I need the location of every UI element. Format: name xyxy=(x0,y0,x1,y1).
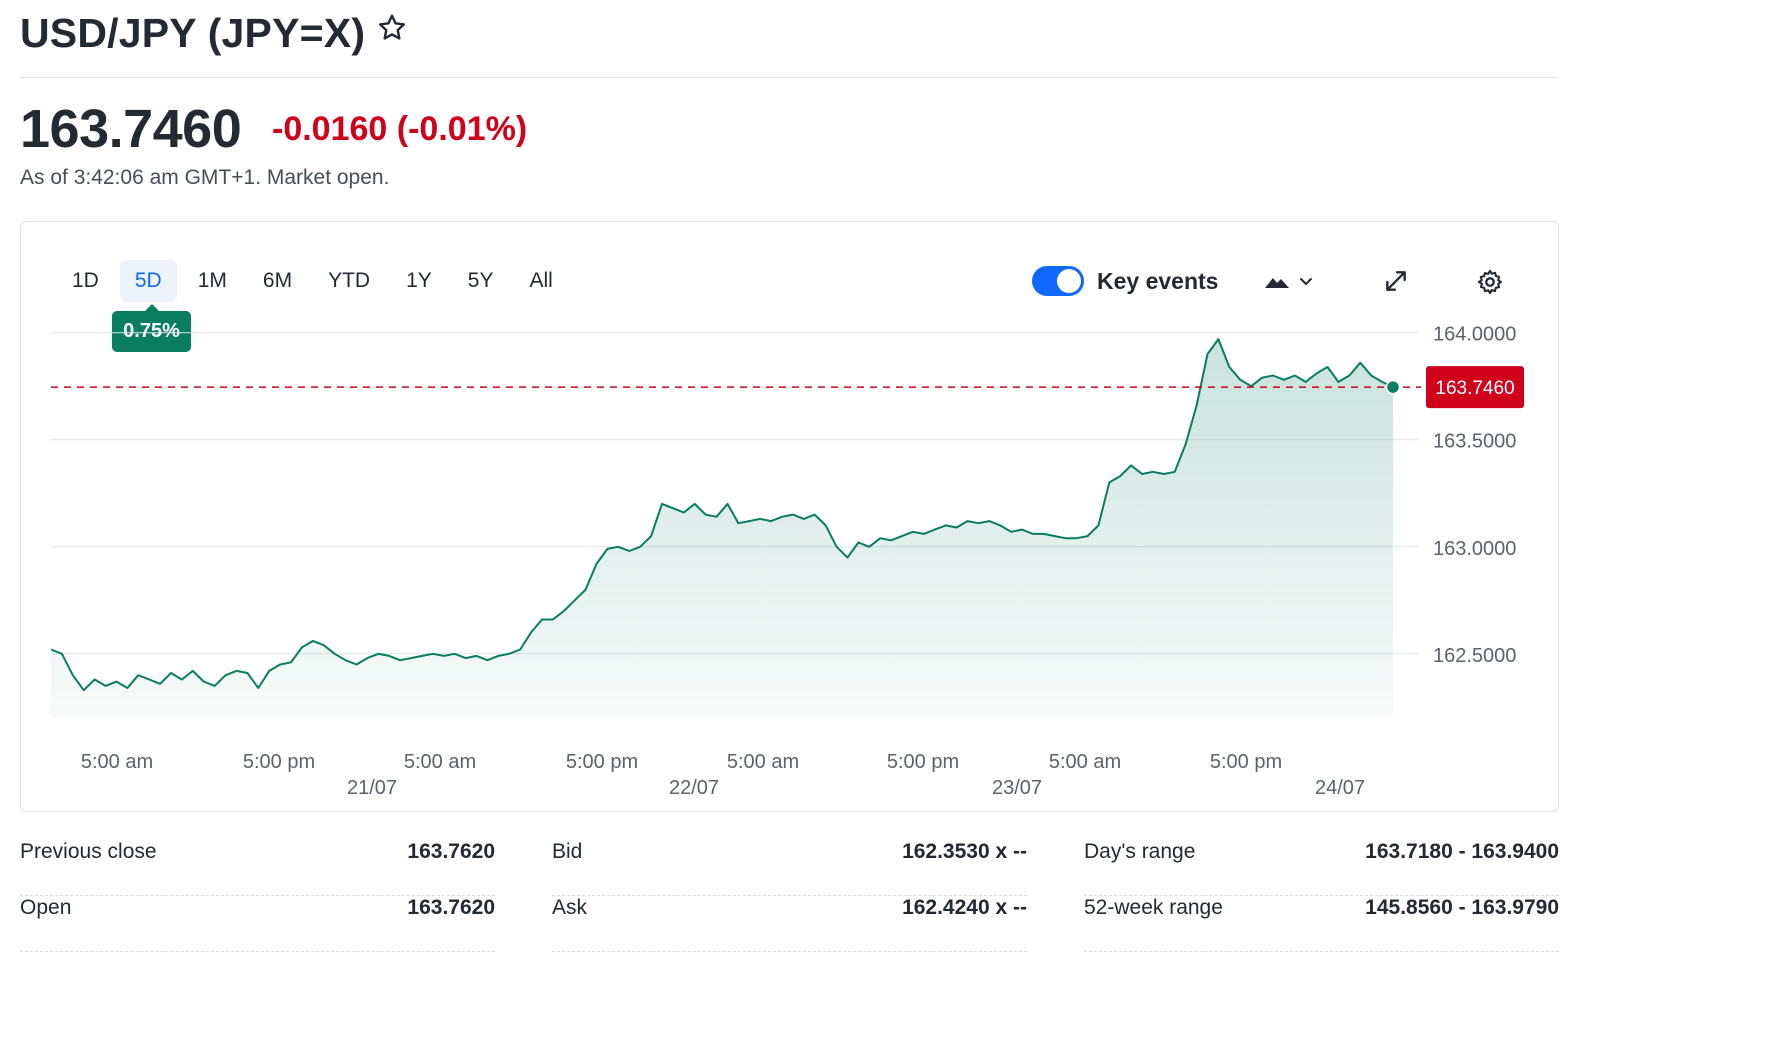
gear-icon[interactable] xyxy=(1476,268,1504,296)
y-tick-label: 164.0000 xyxy=(1433,324,1516,346)
star-icon[interactable] xyxy=(376,12,408,44)
stat-label: Open xyxy=(20,896,72,919)
stat-value: 163.7620 xyxy=(407,896,495,919)
stat-value: 162.3530 x -- xyxy=(902,840,1027,863)
stat-label: 52-week range xyxy=(1084,896,1223,919)
area-fill xyxy=(51,339,1393,718)
stats-column-2: Bid 162.3530 x -- Ask 162.4240 x -- xyxy=(552,840,1027,952)
current-price: 163.7460 xyxy=(20,99,242,159)
change-value: -0.0160 xyxy=(272,110,388,148)
stat-label: Day's range xyxy=(1084,840,1196,863)
performance-badge: 0.75% xyxy=(112,304,191,352)
stat-value: 162.4240 x -- xyxy=(902,896,1027,919)
stat-label: Ask xyxy=(552,896,588,919)
chevron-down-icon xyxy=(1300,278,1312,285)
x-tick-label: 5:00 am xyxy=(727,751,799,773)
as-of-text: As of 3:42:06 am GMT+1. Market open. xyxy=(20,166,390,189)
stat-label: Previous close xyxy=(20,840,157,863)
range-1m[interactable]: 1M xyxy=(197,269,227,292)
x-tick-label: 5:00 pm xyxy=(887,751,959,773)
last-price-dot xyxy=(1385,379,1401,395)
chart-type-button[interactable] xyxy=(1261,268,1317,296)
x-date-label: 23/07 xyxy=(992,777,1042,799)
stat-days-range: Day's range 163.7180 - 163.9400 xyxy=(1084,840,1559,896)
stat-value: 163.7180 - 163.9400 xyxy=(1365,840,1559,863)
key-events-toggle[interactable] xyxy=(1032,266,1084,296)
range-1y[interactable]: 1Y xyxy=(406,269,432,292)
x-tick-label: 5:00 am xyxy=(404,751,476,773)
x-date-label: 21/07 xyxy=(347,777,397,799)
stat-label: Bid xyxy=(552,840,583,863)
range-ytd[interactable]: YTD xyxy=(328,269,371,292)
price-change: -0.0160 (-0.01%) xyxy=(272,110,527,149)
range-all[interactable]: All xyxy=(529,269,553,292)
stat-open: Open 163.7620 xyxy=(20,896,495,952)
price-chart[interactable]: 164.0000 163.5000 163.0000 162.5000 163.7460… xyxy=(21,222,1560,813)
quote-header: USD/JPY (JPY=X) xyxy=(20,8,1558,78)
chart-card: 1D 5D 1M 6M YTD 1Y 5Y All 0.75% Key even… xyxy=(20,221,1559,812)
x-date-label: 24/07 xyxy=(1315,777,1365,799)
price-line xyxy=(50,338,1394,692)
stat-52-week-range: 52-week range 145.8560 - 163.9790 xyxy=(1084,896,1559,952)
key-events-label: Key events xyxy=(1097,268,1219,294)
stat-value: 163.7620 xyxy=(407,840,495,863)
stat-bid: Bid 162.3530 x -- xyxy=(552,840,1027,896)
stat-ask: Ask 162.4240 x -- xyxy=(552,896,1027,952)
stats-column-1: Previous close 163.7620 Open 163.7620 xyxy=(20,840,495,952)
x-tick-label: 5:00 pm xyxy=(1210,751,1282,773)
range-5y[interactable]: 5Y xyxy=(467,269,494,292)
change-percent: (-0.01%) xyxy=(396,110,528,148)
stat-previous-close: Previous close 163.7620 xyxy=(20,840,495,896)
page-title: USD/JPY (JPY=X) xyxy=(20,10,366,56)
last-price-label-bg xyxy=(1426,366,1524,409)
last-price-label: 163.7460 xyxy=(1435,378,1514,399)
y-tick-label: 163.5000 xyxy=(1433,431,1516,453)
x-tick-label: 5:00 pm xyxy=(566,751,638,773)
x-tick-label: 5:00 am xyxy=(81,751,153,773)
expand-icon[interactable] xyxy=(1383,268,1409,294)
toggle-knob xyxy=(1057,269,1081,293)
range-6m[interactable]: 6M xyxy=(262,269,293,292)
stat-value: 145.8560 - 163.9790 xyxy=(1365,896,1559,919)
x-tick-label: 5:00 pm xyxy=(243,751,315,773)
mountain-chart-icon xyxy=(1265,278,1289,288)
range-5d[interactable]: 5D xyxy=(119,260,177,302)
y-tick-label: 163.0000 xyxy=(1433,538,1516,560)
x-tick-label: 5:00 am xyxy=(1049,751,1121,773)
stats-column-3: Day's range 163.7180 - 163.9400 52-week … xyxy=(1084,840,1559,952)
range-1d[interactable]: 1D xyxy=(72,269,99,292)
range-selector: 1D 5D 1M 6M YTD 1Y 5Y All xyxy=(57,260,574,302)
y-tick-label: 162.5000 xyxy=(1433,645,1516,667)
x-date-label: 22/07 xyxy=(669,777,719,799)
